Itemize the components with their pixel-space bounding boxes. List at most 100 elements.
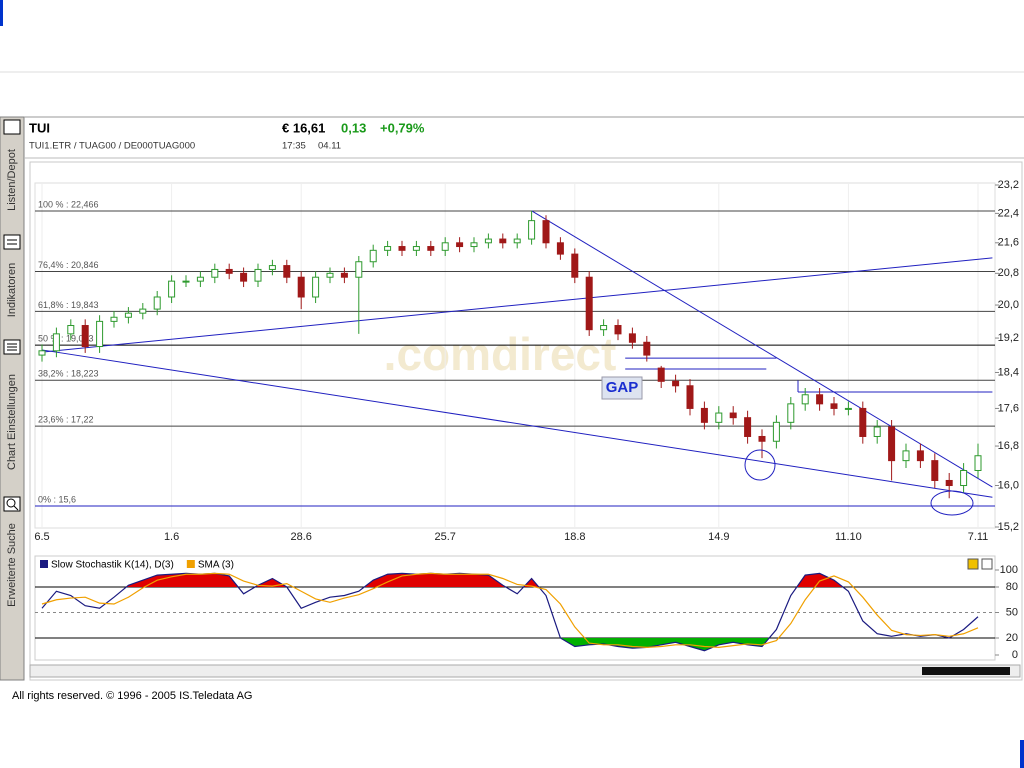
- candle-body: [931, 460, 939, 481]
- gap-label: GAP: [606, 379, 639, 396]
- scrollbar[interactable]: [29, 664, 1021, 678]
- legend-label: Slow Stochastik K(14), D(3): [51, 560, 174, 571]
- candle-body: [470, 242, 478, 248]
- candle-body: [700, 407, 708, 423]
- candle-body: [441, 242, 449, 251]
- candle-body: [600, 325, 608, 331]
- candle-body: [513, 238, 521, 244]
- candle-body: [571, 253, 579, 278]
- candle-body: [888, 426, 896, 462]
- candle-body: [916, 450, 924, 462]
- fib-label: 23,6% : 17,22: [38, 414, 94, 424]
- candle-body: [614, 325, 622, 335]
- y-tick-label: 21,6: [998, 237, 1019, 249]
- candle-body: [816, 394, 824, 405]
- candle-body: [672, 380, 680, 387]
- trend-line: [531, 210, 993, 488]
- candle-body: [369, 249, 377, 263]
- candle-body: [859, 407, 867, 437]
- candle-body: [168, 280, 176, 298]
- annotation-ellipse: [930, 490, 974, 516]
- y-tick-label: 0: [1012, 649, 1018, 661]
- candle-body: [312, 276, 320, 298]
- y-tick-label: 19,2: [998, 332, 1019, 344]
- candle-body: [398, 246, 406, 251]
- candle-body: [873, 426, 881, 437]
- gap-box: [601, 376, 643, 400]
- candle-body: [153, 296, 161, 310]
- fib-label: 61,8% : 19,843: [38, 300, 99, 310]
- y-tick-label: 50: [1006, 606, 1018, 618]
- y-tick-label: 20,8: [998, 267, 1019, 279]
- candle-body: [758, 435, 766, 442]
- sidebar-icons: [3, 119, 21, 512]
- x-tick-label: 11.10: [835, 531, 862, 543]
- y-tick-label: 17,6: [998, 402, 1019, 414]
- candle-body: [283, 265, 291, 278]
- fib-label: 0% : 15,6: [38, 494, 76, 504]
- candle-body: [830, 403, 838, 409]
- candle-body: [974, 455, 982, 471]
- corner-marker: [1020, 740, 1024, 768]
- sidebar-tab[interactable]: Indikatoren: [6, 263, 18, 317]
- candle-body: [528, 220, 536, 240]
- candle-body: [196, 276, 204, 282]
- candle-body: [643, 341, 651, 356]
- sidebar-tab[interactable]: Listen/Depot: [6, 149, 18, 211]
- fib-label: 50 % : 19,033: [38, 333, 94, 343]
- candle-body: [110, 316, 118, 322]
- oversold-fill: [42, 638, 978, 651]
- candle-body: [960, 469, 968, 487]
- x-tick-label: 25.7: [434, 531, 455, 543]
- legend-swatch: [186, 560, 195, 568]
- candle-body: [686, 385, 694, 409]
- fib-label: 76,4% : 20,846: [38, 260, 99, 270]
- x-tick-label: 18.8: [564, 531, 585, 543]
- sidebar: [0, 116, 25, 681]
- y-tick-label: 15,2: [998, 521, 1019, 533]
- candle-body: [52, 333, 60, 352]
- date: 04.11: [318, 141, 341, 152]
- candle-body: [484, 238, 492, 244]
- trend-line: [41, 257, 993, 353]
- candle-body: [729, 412, 737, 419]
- candle-body: [657, 367, 665, 382]
- legend-label: SMA (3): [198, 560, 234, 571]
- candle-body: [182, 280, 190, 283]
- candle-body: [715, 412, 723, 423]
- candle-body: [139, 308, 147, 314]
- candle-body: [96, 320, 104, 348]
- sidebar-tab[interactable]: Erweiterte Suche: [6, 523, 18, 607]
- candle-body: [67, 325, 75, 335]
- change: 0,13: [341, 120, 366, 135]
- time: 17:35: [282, 141, 306, 152]
- x-tick-label: 1.6: [164, 531, 179, 543]
- candle-body: [225, 268, 233, 274]
- candle-body: [772, 421, 780, 442]
- candle-body: [787, 403, 795, 423]
- series-line: [41, 572, 979, 648]
- y-tick-label: 20,0: [998, 299, 1019, 311]
- overbought-fill: [42, 573, 978, 587]
- watermark: .comdirect: [384, 328, 617, 380]
- candle-body: [240, 272, 248, 282]
- candle-body: [268, 265, 276, 270]
- scrollbar-thumb[interactable]: [922, 667, 1010, 675]
- fib-label: 100 % : 22,466: [38, 199, 99, 209]
- panel-close[interactable]: [981, 558, 993, 570]
- candle-body: [211, 268, 219, 278]
- annotation-ellipse: [744, 449, 776, 481]
- candle-body: [456, 242, 464, 248]
- price: € 16,61: [282, 120, 325, 135]
- panel-button[interactable]: [967, 558, 979, 570]
- candle-body: [801, 394, 809, 405]
- candle-body: [326, 272, 334, 278]
- trend-line: [41, 349, 993, 498]
- candle-body: [744, 417, 752, 437]
- stock-codes: TUI1.ETR / TUAG00 / DE000TUAG000: [29, 141, 195, 152]
- candle-body: [556, 242, 564, 255]
- legend-swatch: [40, 560, 48, 568]
- sidebar-tab[interactable]: Chart Einstellungen: [6, 374, 18, 470]
